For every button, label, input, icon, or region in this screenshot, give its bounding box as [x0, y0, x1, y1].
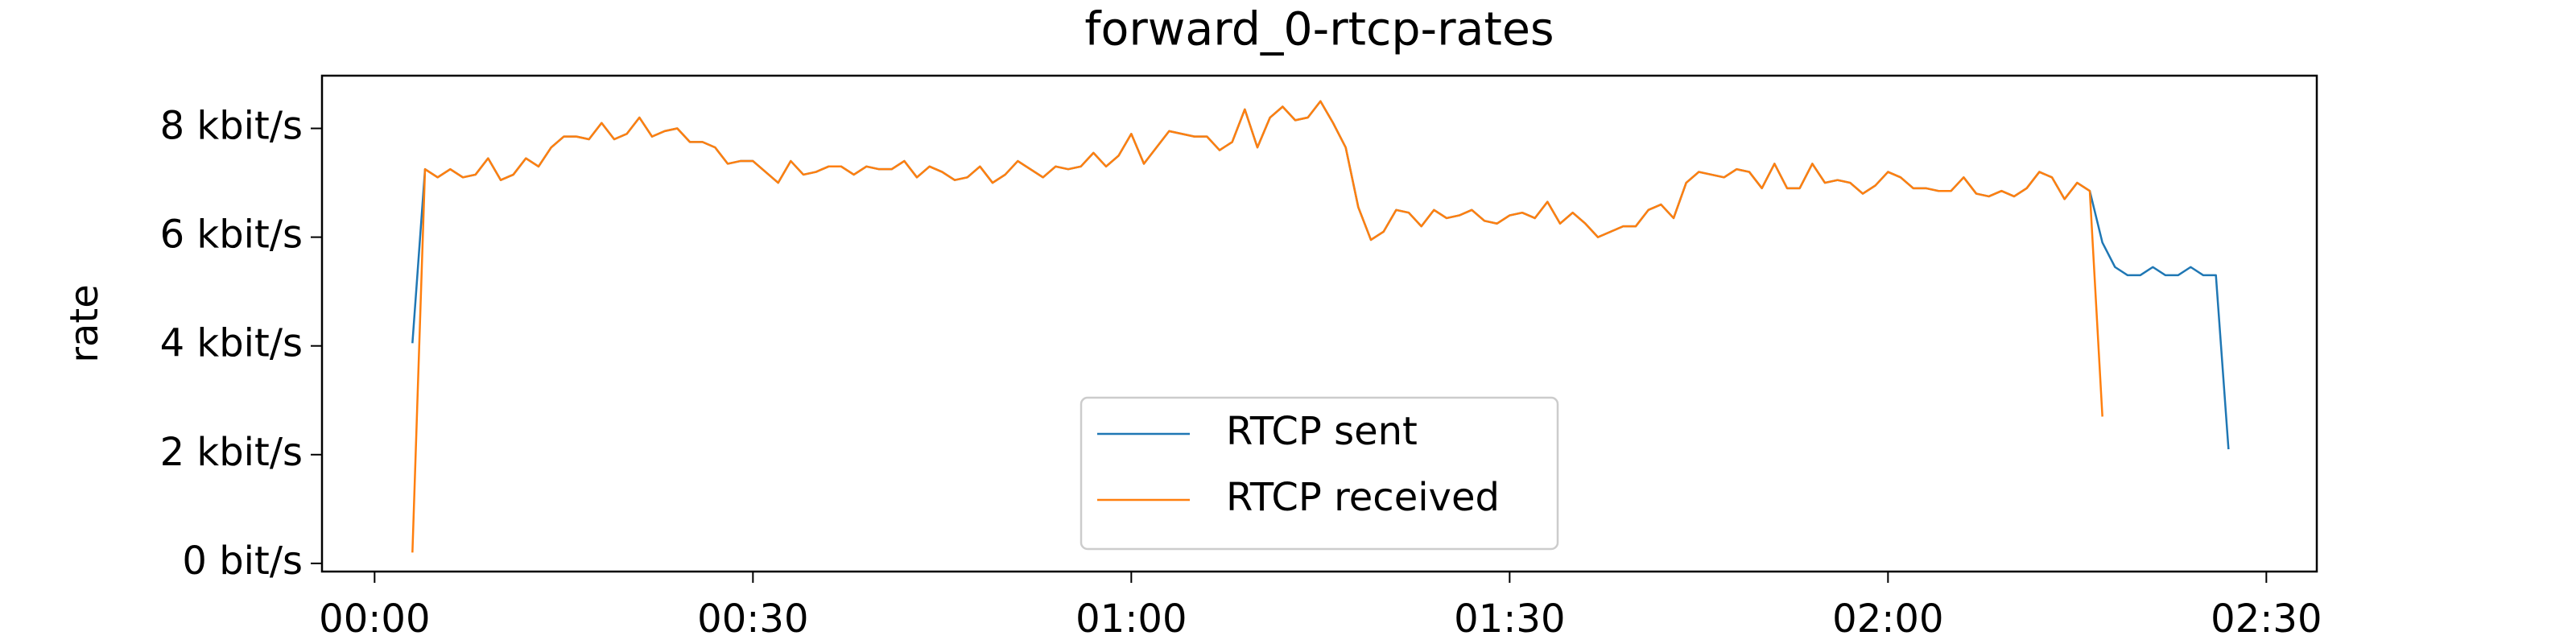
legend-box	[1080, 396, 1559, 551]
x-tick-label: 01:00	[1075, 597, 1187, 642]
x-tick-label: 00:30	[697, 597, 808, 642]
y-tick-label: 4 kbit/s	[160, 321, 303, 366]
y-tick-label: 8 kbit/s	[160, 104, 303, 149]
y-tick-label: 6 kbit/s	[160, 213, 303, 258]
y-tick-label: 0 bit/s	[182, 539, 303, 584]
series-line	[411, 100, 2103, 553]
legend-label: RTCP received	[1226, 475, 1500, 520]
y-tick-label: 2 kbit/s	[160, 430, 303, 475]
y-axis-label: rate	[62, 284, 107, 363]
chart-title: forward_0-rtcp-rates	[1084, 3, 1554, 56]
x-tick-label: 02:30	[2211, 597, 2322, 642]
x-tick-label: 02:00	[1832, 597, 1943, 642]
x-tick-label: 01:30	[1454, 597, 1565, 642]
legend-label: RTCP sent	[1226, 409, 1418, 454]
x-tick-label: 00:00	[319, 597, 430, 642]
plot-frame	[320, 74, 2318, 573]
